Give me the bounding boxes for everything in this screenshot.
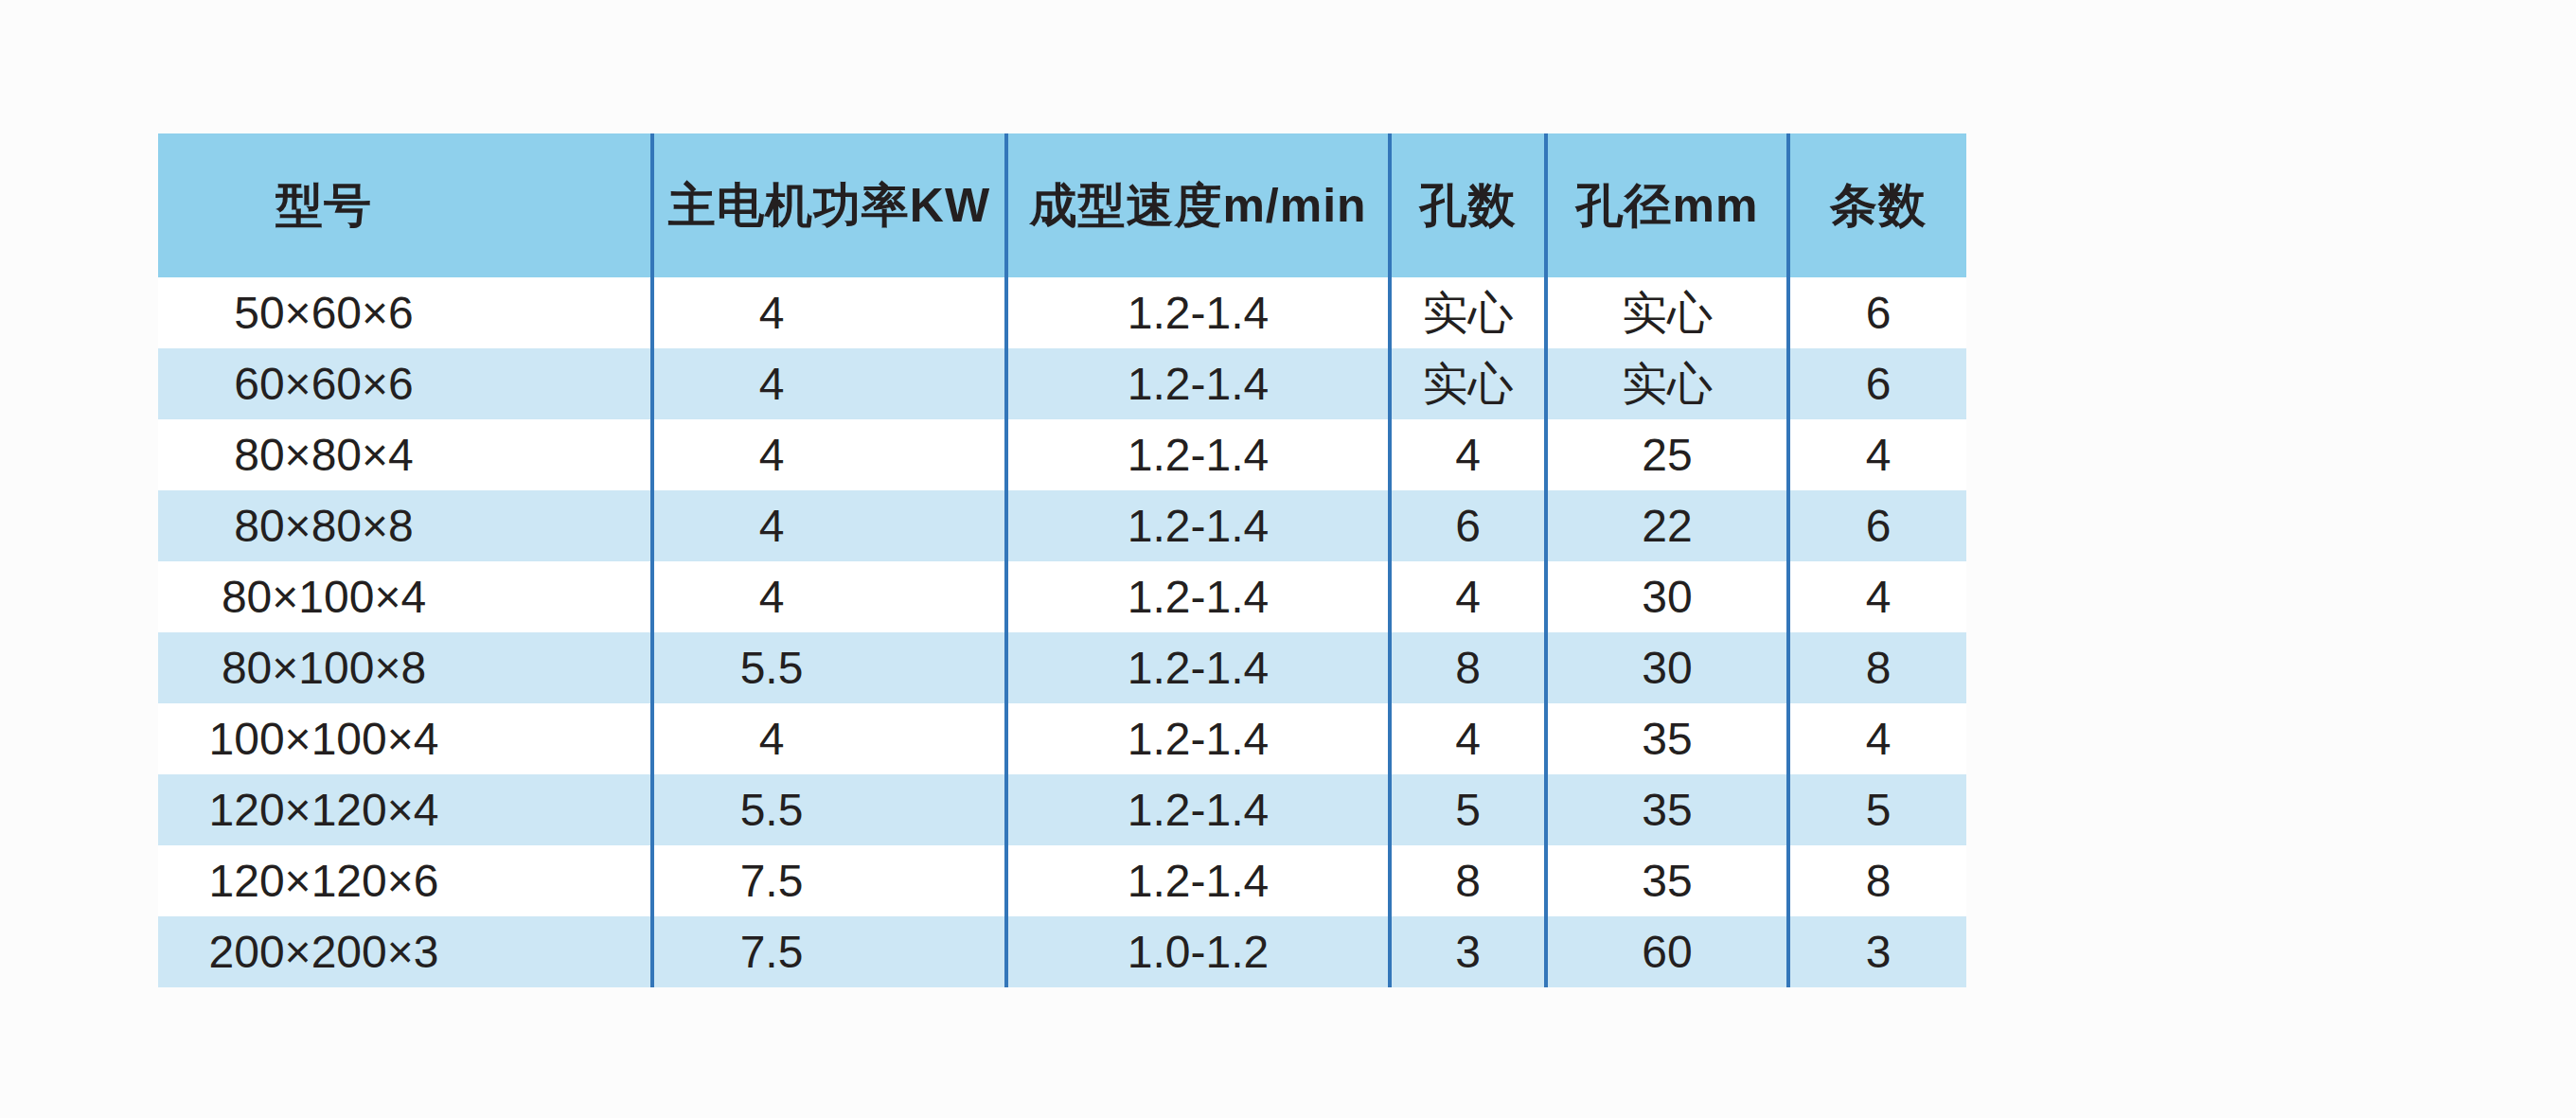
table-row-10: 200×200×37.51.0-1.23603	[158, 916, 1966, 987]
cell-r7-c5: 35	[1546, 703, 1788, 774]
cell-r10-c5: 60	[1546, 916, 1788, 987]
cell-r2-c6: 6	[1788, 348, 1966, 419]
cell-r1-c2: 4	[652, 277, 1006, 348]
cell-r6-c5: 30	[1546, 632, 1788, 703]
column-header-3: 成型速度m/min	[1006, 133, 1390, 277]
cell-r1-c6: 6	[1788, 277, 1966, 348]
cell-r9-c3: 1.2-1.4	[1006, 845, 1390, 916]
cell-r3-c1: 80×80×4	[158, 419, 652, 490]
cell-r4-c5: 22	[1546, 490, 1788, 561]
table-row-4: 80×80×841.2-1.46226	[158, 490, 1966, 561]
cell-r9-c4: 8	[1390, 845, 1546, 916]
cell-r1-c4: 实心	[1390, 277, 1546, 348]
table-row-8: 120×120×45.51.2-1.45355	[158, 774, 1966, 845]
table-row-2: 60×60×641.2-1.4实心实心6	[158, 348, 1966, 419]
cell-r3-c6: 4	[1788, 419, 1966, 490]
cell-r10-c2: 7.5	[652, 916, 1006, 987]
table-row-5: 80×100×441.2-1.44304	[158, 561, 1966, 632]
table-row-6: 80×100×85.51.2-1.48308	[158, 632, 1966, 703]
table-row-9: 120×120×67.51.2-1.48358	[158, 845, 1966, 916]
cell-r1-c3: 1.2-1.4	[1006, 277, 1390, 348]
cell-r10-c3: 1.0-1.2	[1006, 916, 1390, 987]
cell-r7-c3: 1.2-1.4	[1006, 703, 1390, 774]
cell-r6-c1: 80×100×8	[158, 632, 652, 703]
cell-r2-c3: 1.2-1.4	[1006, 348, 1390, 419]
cell-r5-c4: 4	[1390, 561, 1546, 632]
cell-r6-c6: 8	[1788, 632, 1966, 703]
header-row: 型号主电机功率KW成型速度m/min孔数孔径mm条数	[158, 133, 1966, 277]
cell-r5-c3: 1.2-1.4	[1006, 561, 1390, 632]
column-header-1: 型号	[158, 133, 652, 277]
column-header-4: 孔数	[1390, 133, 1546, 277]
cell-r2-c2: 4	[652, 348, 1006, 419]
cell-r7-c1: 100×100×4	[158, 703, 652, 774]
cell-r3-c4: 4	[1390, 419, 1546, 490]
cell-r2-c4: 实心	[1390, 348, 1546, 419]
cell-r1-c5: 实心	[1546, 277, 1788, 348]
cell-r10-c4: 3	[1390, 916, 1546, 987]
product-spec-table: 型号主电机功率KW成型速度m/min孔数孔径mm条数 50×60×641.2-1…	[158, 133, 1966, 987]
cell-r6-c3: 1.2-1.4	[1006, 632, 1390, 703]
cell-r5-c2: 4	[652, 561, 1006, 632]
cell-r1-c1: 50×60×6	[158, 277, 652, 348]
cell-r6-c2: 5.5	[652, 632, 1006, 703]
cell-r5-c1: 80×100×4	[158, 561, 652, 632]
cell-r3-c2: 4	[652, 419, 1006, 490]
column-header-6: 条数	[1788, 133, 1966, 277]
cell-r2-c1: 60×60×6	[158, 348, 652, 419]
cell-r10-c1: 200×200×3	[158, 916, 652, 987]
cell-r4-c1: 80×80×8	[158, 490, 652, 561]
cell-r8-c3: 1.2-1.4	[1006, 774, 1390, 845]
column-header-5: 孔径mm	[1546, 133, 1788, 277]
cell-r8-c6: 5	[1788, 774, 1966, 845]
cell-r3-c5: 25	[1546, 419, 1788, 490]
table-body: 50×60×641.2-1.4实心实心660×60×641.2-1.4实心实心6…	[158, 277, 1966, 987]
cell-r10-c6: 3	[1788, 916, 1966, 987]
cell-r7-c4: 4	[1390, 703, 1546, 774]
cell-r2-c5: 实心	[1546, 348, 1788, 419]
table-row-7: 100×100×441.2-1.44354	[158, 703, 1966, 774]
spec-table-container: 型号主电机功率KW成型速度m/min孔数孔径mm条数 50×60×641.2-1…	[158, 133, 1966, 987]
column-header-2: 主电机功率KW	[652, 133, 1006, 277]
cell-r9-c5: 35	[1546, 845, 1788, 916]
cell-r8-c4: 5	[1390, 774, 1546, 845]
cell-r4-c6: 6	[1788, 490, 1966, 561]
cell-r6-c4: 8	[1390, 632, 1546, 703]
table-row-1: 50×60×641.2-1.4实心实心6	[158, 277, 1966, 348]
cell-r4-c3: 1.2-1.4	[1006, 490, 1390, 561]
table-header: 型号主电机功率KW成型速度m/min孔数孔径mm条数	[158, 133, 1966, 277]
cell-r9-c6: 8	[1788, 845, 1966, 916]
cell-r9-c1: 120×120×6	[158, 845, 652, 916]
cell-r7-c2: 4	[652, 703, 1006, 774]
cell-r8-c5: 35	[1546, 774, 1788, 845]
cell-r9-c2: 7.5	[652, 845, 1006, 916]
cell-r3-c3: 1.2-1.4	[1006, 419, 1390, 490]
cell-r8-c2: 5.5	[652, 774, 1006, 845]
cell-r7-c6: 4	[1788, 703, 1966, 774]
cell-r4-c2: 4	[652, 490, 1006, 561]
table-row-3: 80×80×441.2-1.44254	[158, 419, 1966, 490]
cell-r4-c4: 6	[1390, 490, 1546, 561]
cell-r5-c5: 30	[1546, 561, 1788, 632]
cell-r5-c6: 4	[1788, 561, 1966, 632]
cell-r8-c1: 120×120×4	[158, 774, 652, 845]
